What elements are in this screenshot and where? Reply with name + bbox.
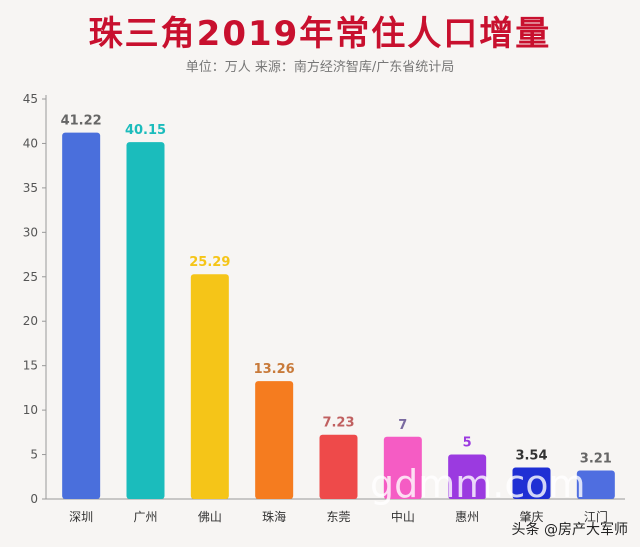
x-tick-label-2: 佛山: [198, 510, 222, 524]
y-tick-label: 10: [23, 403, 38, 417]
bar-2: [190, 274, 229, 499]
y-tick-label: 35: [23, 181, 38, 195]
y-tick-label: 5: [30, 448, 38, 462]
x-tick-label-1: 广州: [133, 510, 157, 524]
y-tick-label: 0: [30, 492, 38, 506]
data-label-0: 41.22: [61, 114, 102, 129]
bar-0: [62, 132, 101, 499]
bar-6: [448, 454, 487, 499]
data-label-8: 3.21: [580, 451, 612, 466]
x-tick-label-6: 惠州: [455, 510, 479, 524]
x-tick-label-3: 珠海: [262, 509, 286, 524]
bar-1: [126, 142, 165, 499]
bar-5: [383, 436, 422, 499]
data-label-3: 13.26: [254, 362, 295, 377]
x-tick-label-0: 深圳: [69, 510, 93, 524]
site-watermark: gdmm.com: [370, 462, 586, 506]
x-tick-label-8: 江门: [584, 509, 608, 524]
data-label-2: 25.29: [189, 255, 230, 270]
bar-7: [512, 467, 551, 499]
x-tick-label-4: 东莞: [326, 510, 350, 524]
x-tick-label-5: 中山: [391, 509, 415, 524]
bar-3: [255, 381, 294, 499]
data-label-4: 7.23: [322, 416, 354, 431]
y-tick-label: 40: [23, 136, 38, 150]
y-tick-label: 45: [23, 92, 38, 106]
y-tick-label: 30: [23, 225, 38, 239]
credit-watermark: 头条 @房产大军师: [511, 522, 628, 538]
chart-title: 珠三角2019年常住人口增量: [88, 14, 552, 54]
chart-subtitle: 单位：万人 来源：南方经济智库/广东省统计局: [185, 60, 455, 75]
data-label-5: 7: [398, 418, 407, 433]
data-label-7: 3.54: [515, 449, 547, 464]
y-tick-label: 20: [23, 314, 38, 328]
data-label-6: 5: [463, 436, 472, 451]
y-tick-label: 15: [23, 359, 38, 373]
y-tick-label: 25: [23, 270, 38, 284]
bar-8: [576, 470, 615, 499]
data-label-1: 40.15: [125, 123, 166, 138]
bar-4: [319, 434, 358, 499]
x-tick-label-7: 肇庆: [519, 509, 543, 524]
